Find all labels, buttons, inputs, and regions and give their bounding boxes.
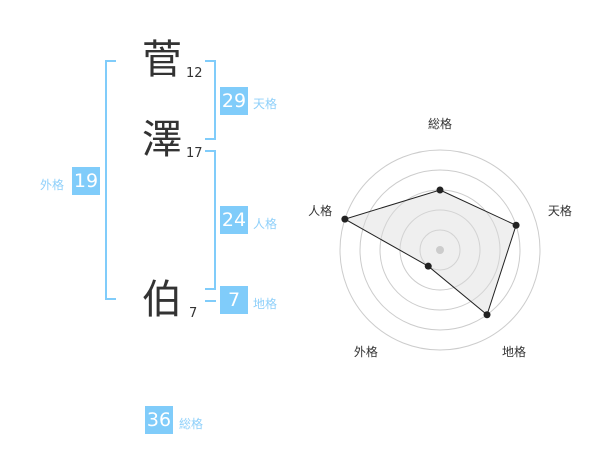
radar-point-4: [341, 215, 349, 223]
chikaku-connector: [205, 300, 216, 302]
radar-axis-label: 地格: [502, 344, 526, 359]
radar-ring: [339, 149, 541, 351]
chikaku-value: 7: [220, 286, 248, 314]
stroke-count-1: 12: [186, 66, 203, 81]
radar-axis-label: 総格: [428, 116, 452, 131]
gaikaku-label: 外格: [40, 178, 65, 192]
radar-axis-label: 人格: [308, 203, 332, 218]
chikaku-label: 地格: [253, 297, 278, 311]
name-char-2: 澤: [142, 117, 182, 163]
jinkaku-label: 人格: [253, 217, 278, 231]
radar-axis-label: 天格: [548, 203, 572, 218]
radar-point-1: [512, 221, 520, 229]
jinkaku-value: 24: [220, 206, 248, 234]
stroke-count-3: 7: [189, 306, 198, 321]
radar-axis-label: 外格: [354, 344, 378, 359]
stroke-count-2: 17: [186, 146, 203, 161]
tenkaku-value: 29: [220, 87, 248, 115]
gaikaku-value: 19: [72, 167, 100, 195]
soukaku-value: 36: [145, 406, 173, 434]
tenkaku-label: 天格: [253, 97, 278, 111]
radar-point-2: [483, 311, 491, 319]
radar-ring: [419, 229, 461, 271]
name-char-3: 伯: [142, 277, 182, 323]
radar-center: [436, 246, 444, 254]
radar-point-0: [436, 186, 444, 194]
radar-point-3: [424, 262, 432, 270]
radar-ring: [359, 169, 521, 331]
radar-area: [343, 189, 517, 316]
name-char-1: 菅: [142, 37, 182, 83]
soukaku-label: 総格: [179, 417, 204, 431]
